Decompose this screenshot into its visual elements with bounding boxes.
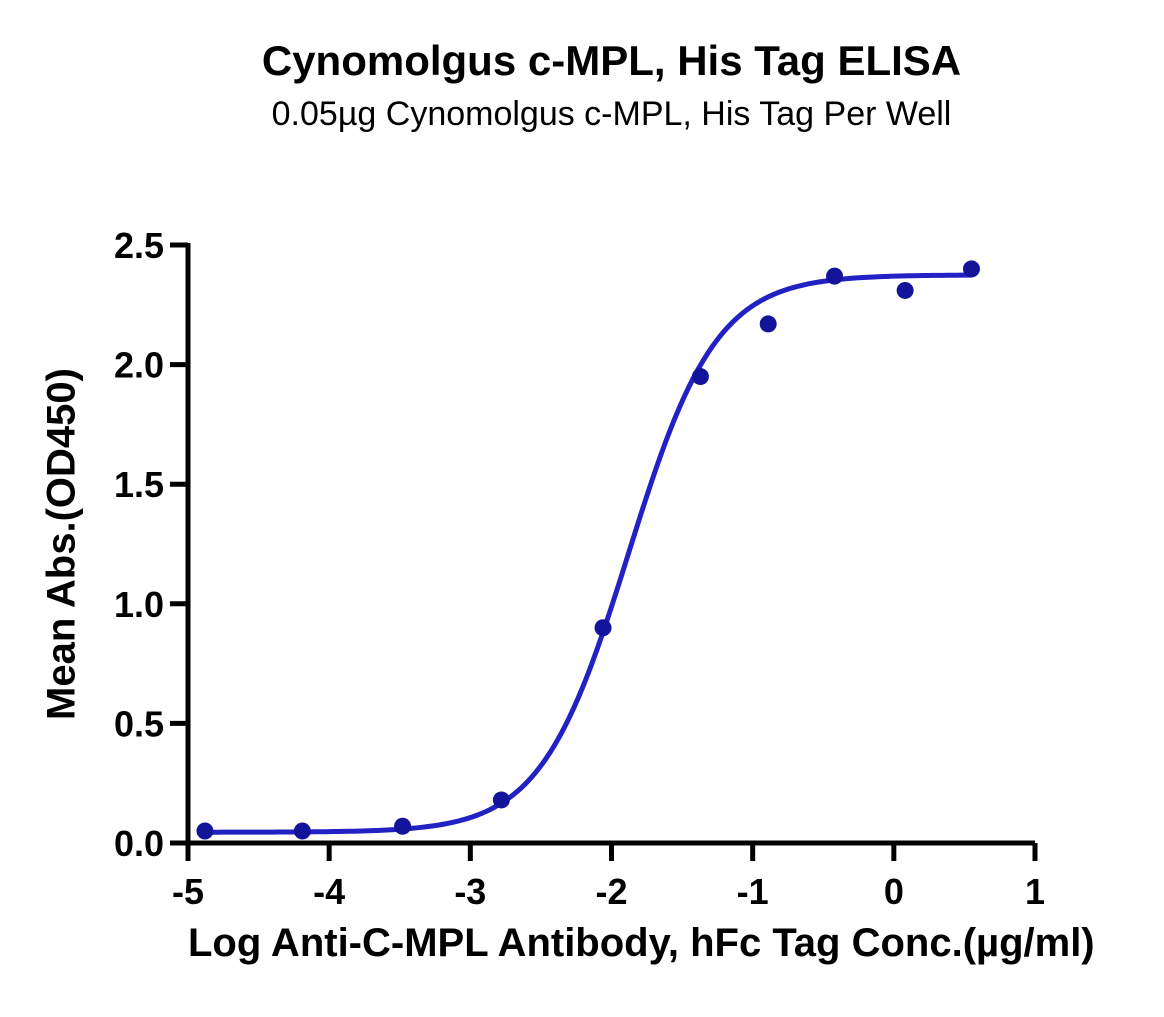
x-tick-label: 0 xyxy=(884,871,904,912)
data-point xyxy=(691,368,709,386)
y-tick-label: 2.5 xyxy=(114,225,164,266)
data-point xyxy=(896,281,914,299)
chart-subtitle: 0.05µg Cynomolgus c-MPL, His Tag Per Wel… xyxy=(271,95,952,133)
data-point xyxy=(826,267,844,285)
data-point xyxy=(962,260,980,278)
y-tick-label: 0.0 xyxy=(114,823,164,864)
data-point xyxy=(594,619,612,637)
x-tick-label: 1 xyxy=(1025,871,1045,912)
data-point xyxy=(394,817,412,835)
y-tick-label: 1.5 xyxy=(114,464,164,505)
data-point xyxy=(196,822,214,840)
y-tick-label: 2.0 xyxy=(114,345,164,386)
x-tick-label: -1 xyxy=(737,871,769,912)
chart-title: Cynomolgus c-MPL, His Tag ELISA xyxy=(261,37,962,84)
x-tick-label: -4 xyxy=(313,871,345,912)
data-point xyxy=(759,315,777,333)
y-tick-label: 1.0 xyxy=(114,584,164,625)
data-point xyxy=(293,822,311,840)
x-tick-label: -3 xyxy=(454,871,486,912)
x-tick-label: -5 xyxy=(172,871,204,912)
x-axis-title: Log Anti-C-MPL Antibody, hFc Tag Conc.(µ… xyxy=(188,921,1095,965)
x-tick-label: -2 xyxy=(595,871,627,912)
data-point xyxy=(492,791,510,809)
fit-curve xyxy=(202,272,974,835)
y-tick-label: 0.5 xyxy=(114,703,164,744)
